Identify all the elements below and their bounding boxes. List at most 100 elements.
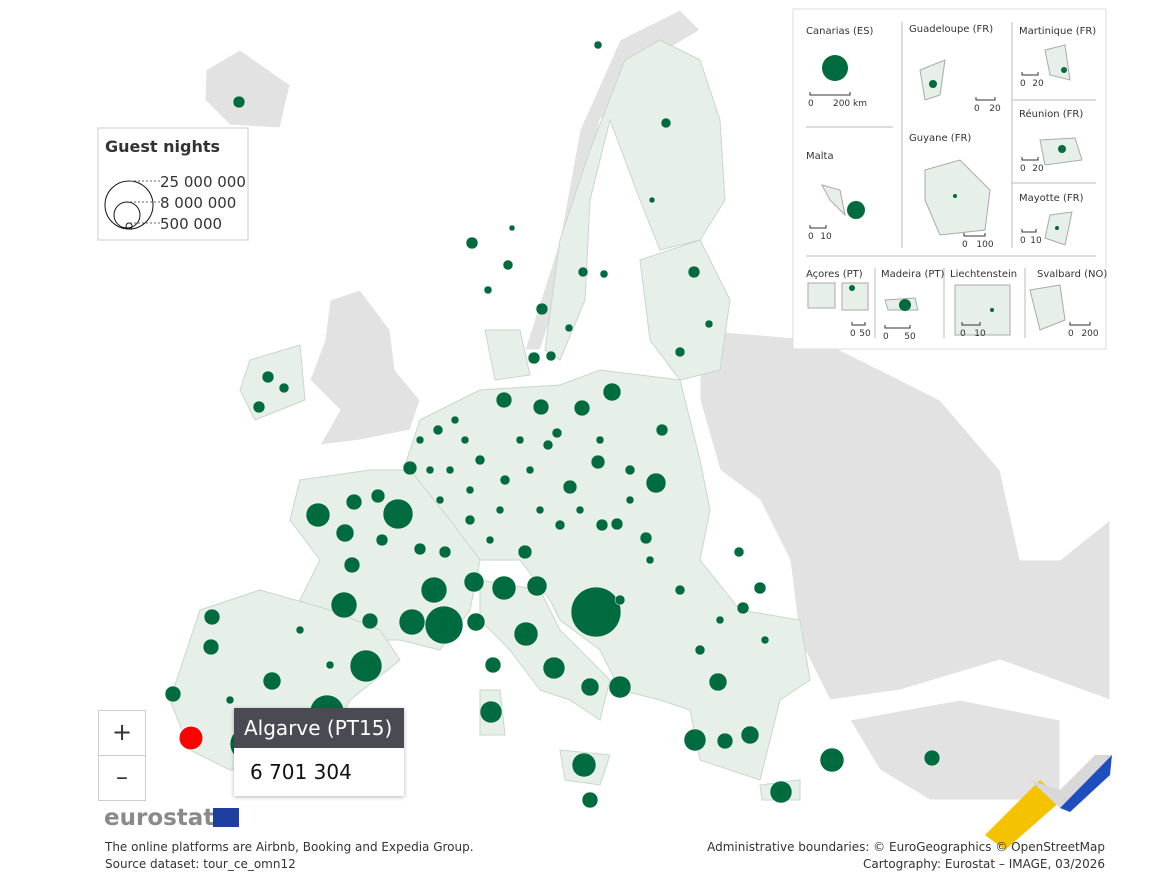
region-bubble [571,752,597,778]
legend-circle [125,222,133,230]
region-bubble [580,677,600,697]
legend-title: Guest nights [105,137,220,156]
scale-label: 0 [962,240,968,250]
logo [985,755,1112,850]
region-bubble [513,621,539,647]
region-bubble [769,780,793,804]
region-bubble [424,605,464,645]
region-bubble [474,454,486,466]
inset-label: Açores (PT) [806,269,863,280]
region-bubble [704,319,714,329]
region-bubble [460,435,470,445]
scale-label: 10 [820,232,832,242]
region-bubble [760,635,770,645]
region-bubble [532,398,550,416]
region-bubble [345,493,363,511]
scale-bar [809,225,827,229]
region-bubble [465,236,479,250]
scale-label: 0 [850,329,856,339]
brand: eurostat [104,805,215,831]
region-bubble [484,656,502,674]
scale-bar [1069,322,1091,326]
zoom-out[interactable]: – [98,755,146,801]
region-bubble [466,612,486,632]
scale-bar [809,92,851,96]
region-bubble [465,485,475,495]
inset-dividers [806,22,1096,338]
footer-boundaries: Administrative boundaries: © EuroGeograp… [707,840,1105,854]
region-bubble [740,725,760,745]
region-bubble [614,594,626,606]
scale-label: 10 [974,329,986,339]
scale-bar [851,322,866,326]
region-bubble [645,472,667,494]
eu-flag [213,808,239,827]
scale-label: 20 [989,104,1001,114]
scale-bar [975,97,996,101]
region-bubble [485,535,495,545]
region-bubble [483,285,493,295]
region-bubble [595,435,605,445]
region-bubble [252,400,266,414]
region-bubble [491,575,517,601]
region-bubble [305,502,331,528]
legend-box [97,127,249,241]
scale-label: 20 [1032,164,1044,174]
region-bubble [495,505,505,515]
scale-label: 50 [859,329,871,339]
zoom-in[interactable]: + [98,710,146,756]
region-bubble [694,644,706,656]
region-bubble [535,505,545,515]
footer-cartography: Cartography: Eurostat – IMAGE, 03/2026 [862,857,1105,871]
scale-bar [1021,229,1037,233]
region-bubble [349,649,383,683]
scale-label: 0 [808,232,814,242]
region-bubble [445,465,455,475]
region-bubble [164,685,182,703]
region-bubble [525,465,535,475]
region-bubble [562,479,578,495]
legend: Guest nights 25 000 000 8 000 000 500 00… [97,127,249,241]
region-bubble [573,399,591,417]
scale-bar [1021,72,1039,76]
region-bubble [463,571,485,593]
region-bubble [413,542,427,556]
region-bubble [450,415,460,425]
region-bubble [499,474,511,486]
scale-bar [884,325,911,329]
region-bubble [599,269,609,279]
region-bubble [674,584,686,596]
region-bubble [577,266,589,278]
region-bubble [639,531,653,545]
region-bubble [660,117,672,129]
inset-label: Martinique (FR) [1019,26,1096,37]
region-bubble [687,265,701,279]
footer-note: The online platforms are Airbnb, Booking… [105,840,474,854]
region-bubble [398,608,426,636]
scale-label: 0 [960,329,966,339]
scale-label: 0 [1020,79,1026,89]
region-bubble [479,700,503,724]
legend-label: 8 000 000 [160,194,236,212]
region-bubble [438,545,452,559]
region-bubble [753,581,767,595]
region-bubble [325,660,335,670]
region-bubble [590,454,606,470]
region-bubble [382,498,414,530]
scale-label: 0 [808,99,814,109]
region-bubble [648,196,656,204]
region-bubble [232,95,246,109]
region-bubble [278,382,290,394]
region-bubble [508,224,516,232]
region-bubble [655,423,669,437]
region-bubble [261,370,275,384]
region-bubble [402,460,418,476]
region-bubble [645,555,655,565]
selected-region[interactable] [178,725,204,751]
region-bubble [564,323,574,333]
region-bubble [608,675,632,699]
region-bubble [343,556,361,574]
region-bubble [262,671,282,691]
inset-label: Malta [806,151,834,162]
